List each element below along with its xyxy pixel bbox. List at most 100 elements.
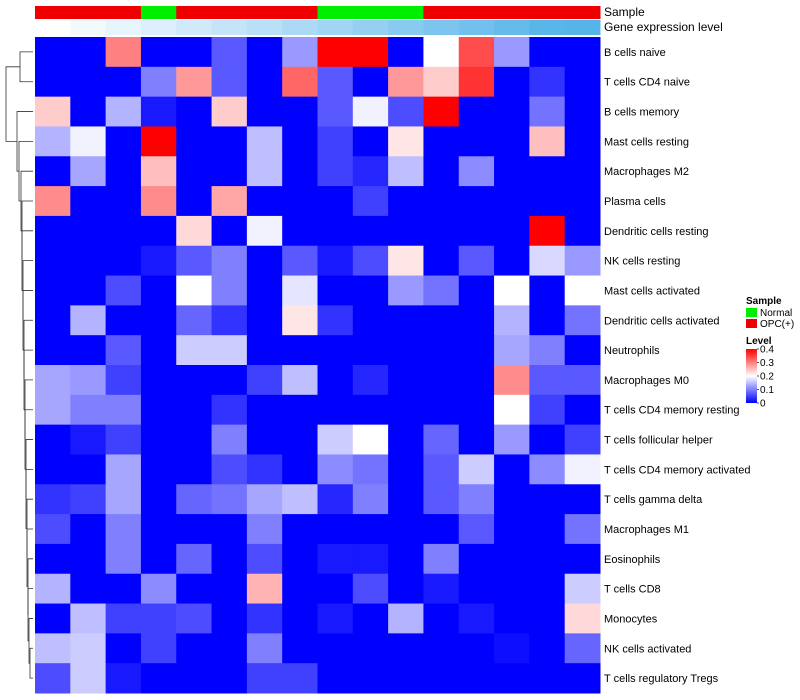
heatmap-cell xyxy=(423,394,460,426)
heatmap-cell xyxy=(140,275,177,306)
heatmap-cell xyxy=(140,454,177,485)
heatmap-cell xyxy=(423,424,460,455)
heatmap-cell xyxy=(317,663,354,694)
heatmap-cell xyxy=(140,186,177,217)
legend-level-tick-label: 0.3 xyxy=(760,358,774,369)
heatmap-cell xyxy=(423,215,460,247)
heatmap-cell xyxy=(140,394,177,426)
dendrogram-branch xyxy=(26,498,33,558)
heatmap-cell xyxy=(282,156,318,187)
heatmap-cell xyxy=(70,603,107,634)
heatmap-cell xyxy=(529,633,566,664)
heatmap-cell xyxy=(423,275,460,306)
heatmap-cell xyxy=(282,215,318,247)
dendrogram-branch xyxy=(19,51,33,83)
heatmap-cell xyxy=(352,365,389,396)
heatmap-cell xyxy=(494,365,530,396)
heatmap-cell xyxy=(282,335,318,366)
heatmap-cell xyxy=(105,305,142,336)
heatmap-cell xyxy=(246,37,283,68)
heatmap-cell xyxy=(317,514,354,545)
row-label: Macrophages M1 xyxy=(604,524,689,536)
heatmap-cell xyxy=(423,96,460,127)
heatmap-cell xyxy=(317,126,354,157)
sample-annotation-cell xyxy=(458,6,495,19)
heatmap-cells xyxy=(35,37,601,694)
heatmap-cell xyxy=(246,66,283,98)
heatmap-cell xyxy=(140,603,177,634)
heatmap-cell xyxy=(529,603,566,634)
heatmap-cell xyxy=(317,186,354,217)
heatmap-cell xyxy=(317,335,354,366)
row-label: Eosinophils xyxy=(604,554,661,566)
heatmap-cell xyxy=(246,663,283,694)
heatmap-cell xyxy=(529,424,566,455)
heatmap-cell xyxy=(388,603,424,634)
heatmap-cell xyxy=(105,663,142,694)
heatmap-cell xyxy=(564,365,601,396)
heatmap-cell xyxy=(70,96,107,127)
heatmap-cell xyxy=(176,543,213,575)
heatmap-cell xyxy=(317,37,354,68)
heatmap-cell xyxy=(352,275,389,306)
heatmap-cell xyxy=(140,663,177,694)
heatmap-cell xyxy=(246,633,283,664)
heatmap-cell xyxy=(423,633,460,664)
heatmap-cell xyxy=(105,156,142,187)
heatmap-cell xyxy=(105,335,142,366)
heatmap-cell xyxy=(352,603,389,634)
heatmap-cell xyxy=(458,215,495,247)
heatmap-cell xyxy=(246,245,283,277)
row-label: NK cells activated xyxy=(604,643,691,655)
legend-swatch-normal xyxy=(746,308,757,317)
heatmap-cell xyxy=(423,663,460,694)
heatmap-cell xyxy=(564,603,601,634)
legend-level-title: Level xyxy=(746,336,772,347)
heatmap-cell xyxy=(211,305,248,336)
heatmap-cell xyxy=(282,663,318,694)
heatmap-cell xyxy=(317,573,354,605)
heatmap-cell xyxy=(140,96,177,127)
heatmap-cell xyxy=(388,454,424,485)
heatmap-cell xyxy=(564,573,601,605)
heatmap-cell xyxy=(317,275,354,306)
heatmap-cell xyxy=(211,245,248,277)
heatmap-cell xyxy=(458,424,495,455)
heatmap-cell xyxy=(317,424,354,455)
row-label: T cells CD8 xyxy=(604,584,661,596)
heatmap-cell xyxy=(564,394,601,426)
heatmap-cell xyxy=(352,37,389,68)
heatmap-cell xyxy=(458,245,495,277)
heatmap-cell xyxy=(176,424,213,455)
heatmap-cell xyxy=(70,365,107,396)
heatmap-cell xyxy=(423,543,460,575)
heatmap-cell xyxy=(352,454,389,485)
heatmap-cell xyxy=(176,454,213,485)
heatmap-cell xyxy=(246,126,283,157)
heatmap-cell xyxy=(423,126,460,157)
heatmap-cell xyxy=(458,37,495,68)
heatmap-cell xyxy=(423,66,460,98)
heatmap-cell xyxy=(352,514,389,545)
heatmap-cell xyxy=(176,335,213,366)
heatmap-cell xyxy=(352,573,389,605)
heatmap-cell xyxy=(35,96,71,127)
heatmap-cell xyxy=(529,514,566,545)
heatmap-cell xyxy=(494,394,530,426)
heatmap-cell xyxy=(282,424,318,455)
heatmap-cell xyxy=(246,186,283,217)
heatmap-cell xyxy=(140,215,177,247)
heatmap-cell xyxy=(282,573,318,605)
heatmap-cell xyxy=(423,305,460,336)
row-label: T cells regulatory Tregs xyxy=(604,673,719,685)
heatmap-cell xyxy=(529,245,566,277)
dendrogram-branch xyxy=(26,528,33,588)
heatmap-cell xyxy=(317,245,354,277)
heatmap-cell xyxy=(176,156,213,187)
heatmap-cell xyxy=(176,215,213,247)
heatmap-cell xyxy=(458,335,495,366)
heatmap-cell xyxy=(458,543,495,575)
dendrogram-branch xyxy=(25,468,33,529)
heatmap-cell xyxy=(140,484,177,515)
